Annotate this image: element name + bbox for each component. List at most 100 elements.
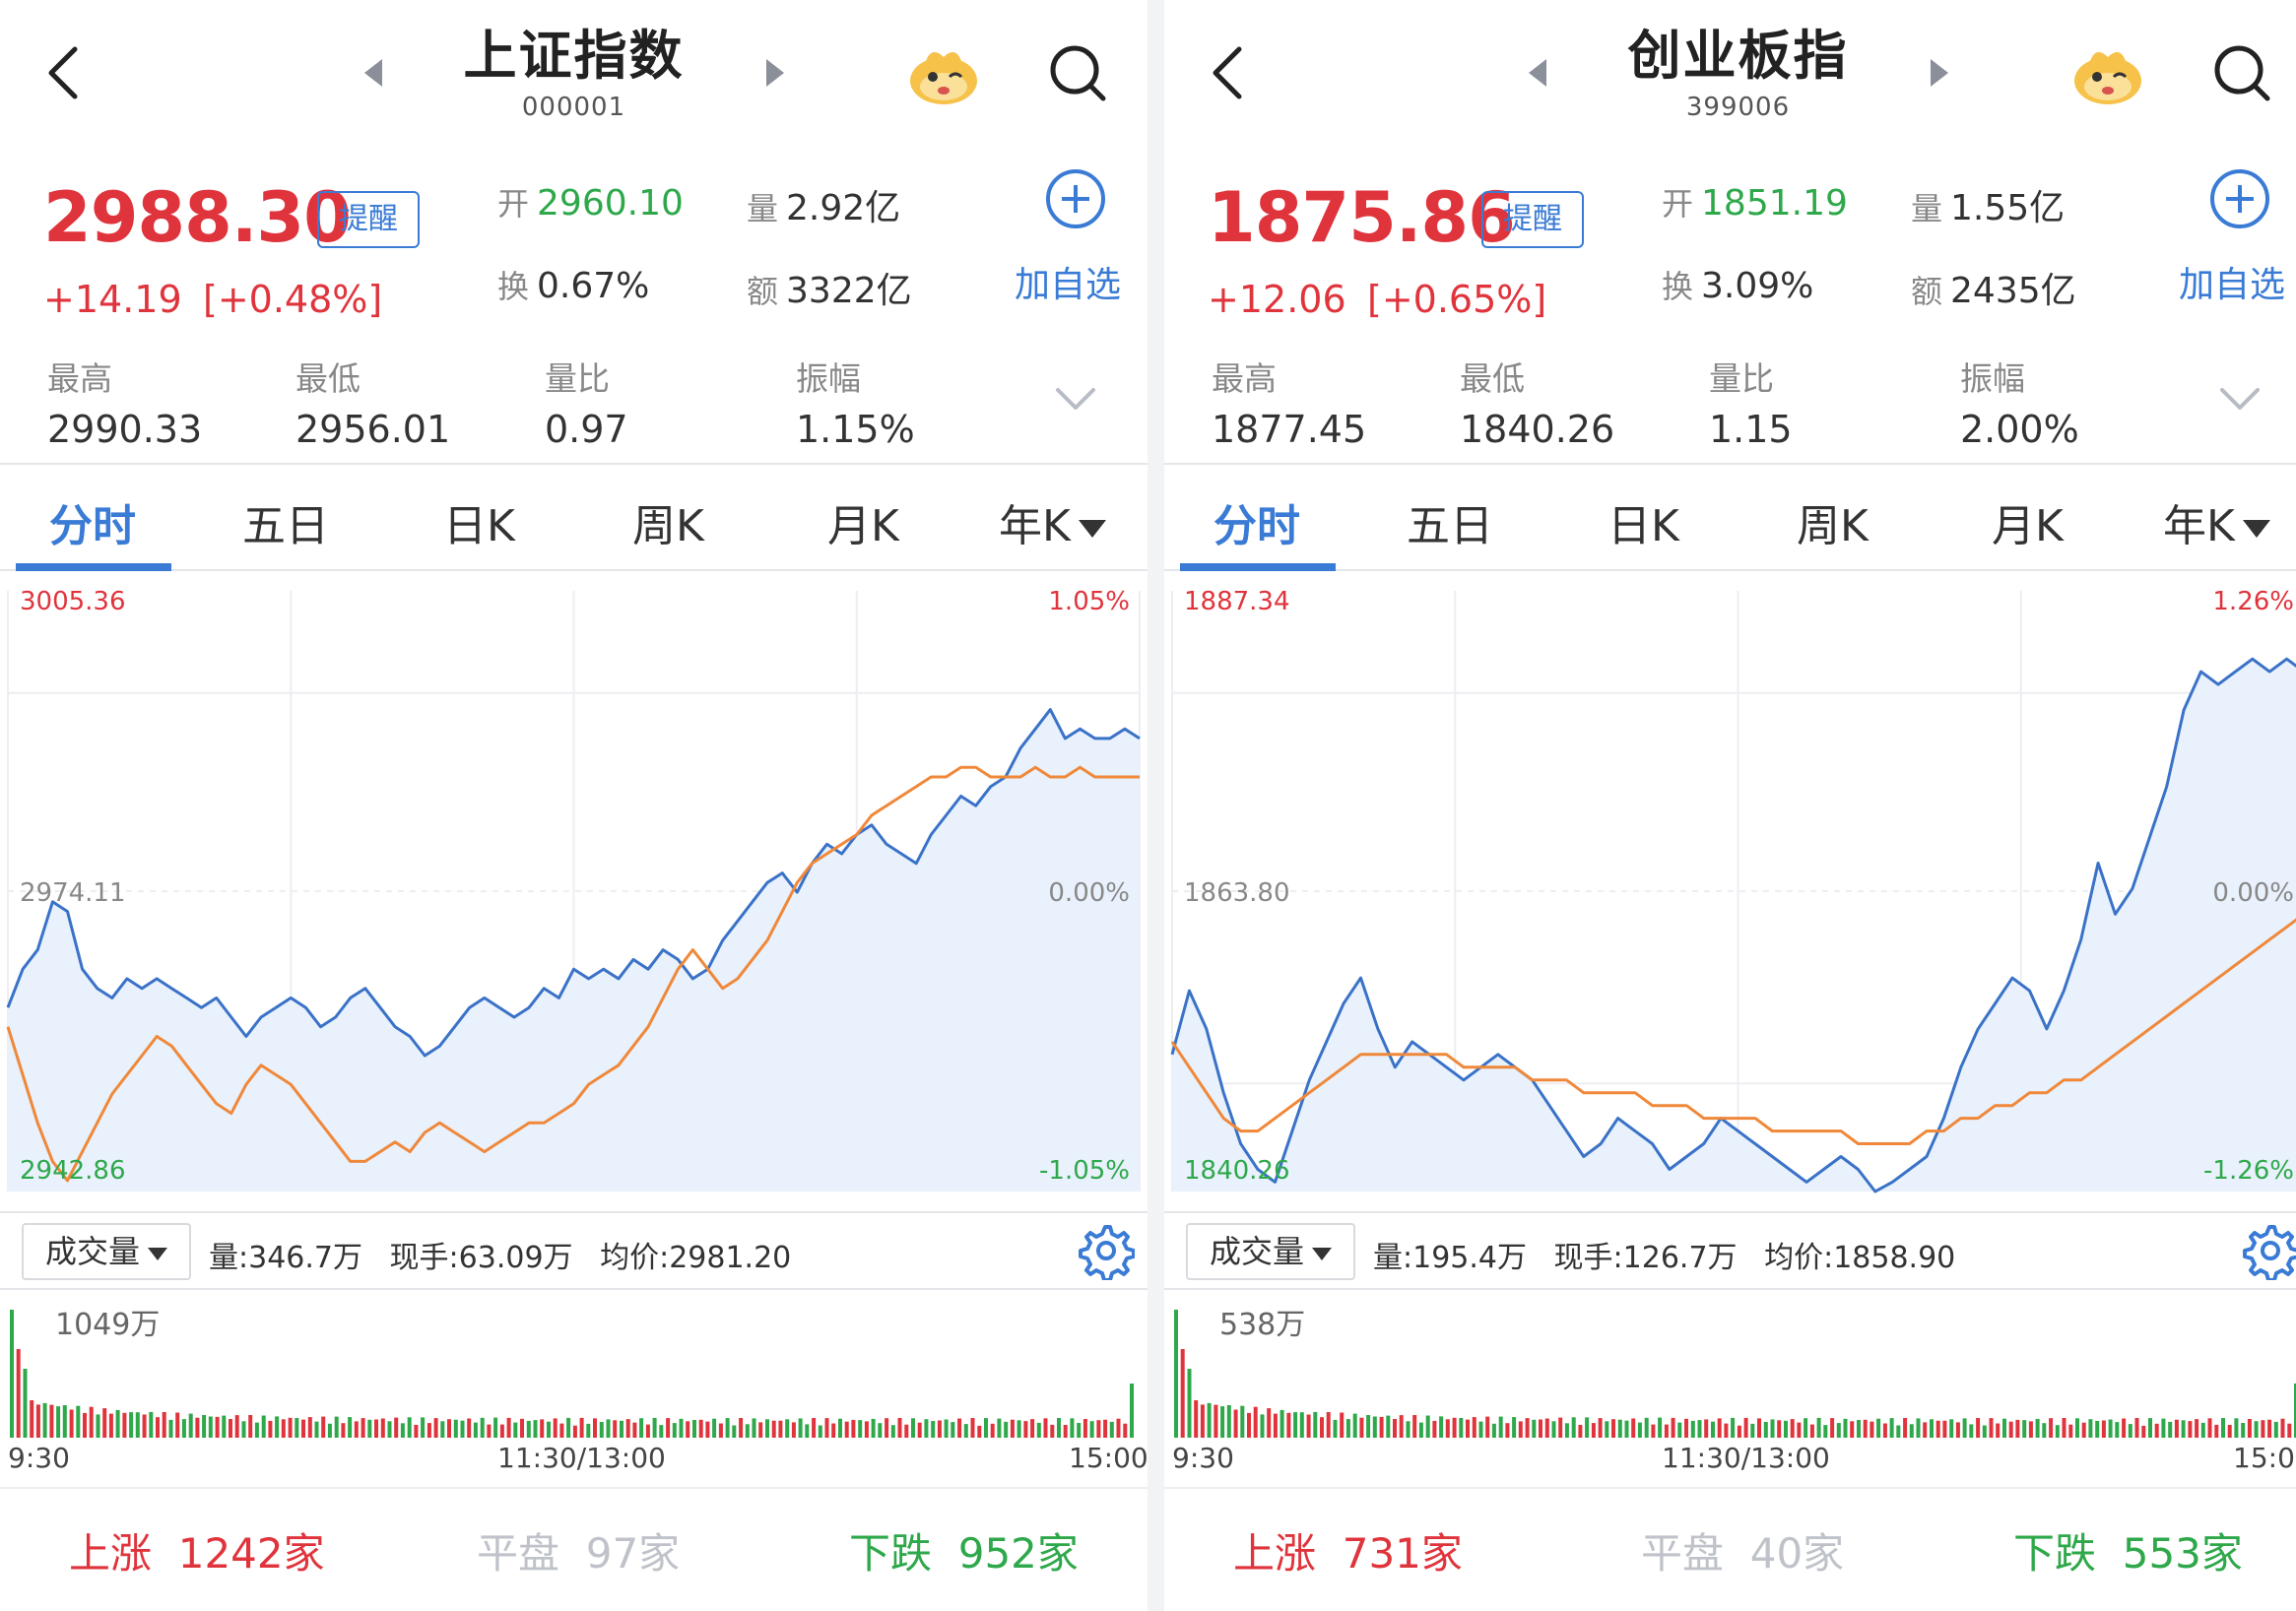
remind-button[interactable]: 提醒: [1481, 191, 1584, 248]
volume-bar: [2254, 1421, 2259, 1438]
volume-bar: [613, 1420, 618, 1438]
volume-bar: [1830, 1418, 1835, 1438]
tab-yearly-k[interactable]: 年K: [999, 490, 1106, 553]
add-watchlist-button[interactable]: 加自选: [2179, 265, 2286, 305]
volume-bar: [1664, 1424, 1669, 1438]
amount-label: 额: [1911, 273, 1943, 310]
add-watchlist-button[interactable]: 加自选: [1015, 265, 1122, 305]
next-index-arrow-icon[interactable]: [766, 59, 784, 87]
unchanged-count: 40家: [1749, 1529, 1845, 1578]
volume-bar: [652, 1417, 657, 1438]
tab-five-day[interactable]: 五日: [1407, 501, 1493, 551]
volume-bar: [712, 1418, 717, 1438]
next-index-arrow-icon[interactable]: [1931, 59, 1948, 87]
index-panel-shanghai: 上证指数 000001 2988.30 提醒 +14.19 [+0.48%] 开…: [0, 25, 1148, 1580]
volume-bar: [645, 1424, 650, 1438]
mascot-icon[interactable]: [2068, 39, 2147, 108]
volume-bar: [1551, 1421, 1556, 1438]
volume-bar: [963, 1424, 968, 1438]
y-top-label: 1887.34: [1184, 587, 1290, 616]
tab-weekly-k[interactable]: 周K: [1797, 501, 1869, 551]
search-icon[interactable]: [2210, 41, 2273, 104]
volume-bar: [513, 1422, 518, 1438]
y-top-label: 3005.36: [20, 587, 126, 616]
volume-bar: [168, 1419, 173, 1438]
ratio-value: 1.15: [1709, 408, 1793, 451]
caret-down-icon: [2242, 520, 2270, 538]
volume-bar: [553, 1418, 558, 1438]
tab-yearly-k-label: 年K: [999, 501, 1071, 551]
volume-bar: [1711, 1421, 1715, 1438]
volume-bar: [944, 1419, 949, 1438]
add-watchlist-icon[interactable]: [1044, 167, 1107, 230]
chevron-down-icon[interactable]: [2218, 384, 2262, 414]
volume-bar: [2273, 1421, 2278, 1438]
prev-index-arrow-icon[interactable]: [364, 59, 382, 87]
volume-max-label: 1049万: [55, 1308, 161, 1342]
volume-bar: [2221, 1418, 2225, 1438]
volume-bar: [1731, 1417, 1736, 1438]
tab-monthly-k[interactable]: 月K: [827, 501, 899, 551]
volume-bar: [2055, 1425, 2060, 1438]
intraday-chart[interactable]: 3005.36 2974.11 2942.86 1.05% 0.00% -1.0…: [0, 571, 1148, 1211]
back-icon[interactable]: [1208, 43, 1247, 102]
turnover-stat: 换 3.09%: [1662, 262, 1813, 307]
mascot-icon[interactable]: [904, 39, 983, 108]
volume-bar: [2247, 1419, 2252, 1438]
turnover-stat: 换 0.67%: [497, 262, 649, 307]
tab-daily-k[interactable]: 日K: [1607, 501, 1679, 551]
gear-icon[interactable]: [1076, 1221, 1135, 1280]
volume-bar: [1017, 1420, 1021, 1438]
intraday-chart-svg: [6, 591, 1141, 1192]
volume-bar: [1253, 1406, 1258, 1438]
volume-bar: [1863, 1419, 1868, 1438]
price-line: [6, 708, 1141, 1058]
volume-chart[interactable]: 1049万 9:30 11:30/13:00 15:00: [0, 1290, 1148, 1487]
low-label: 最低: [1460, 359, 1525, 398]
ratio-label: 量比: [1709, 359, 1774, 398]
volume-bar: [1425, 1415, 1430, 1438]
volume-bar: [1220, 1406, 1225, 1438]
remind-button[interactable]: 提醒: [317, 191, 420, 248]
volume-bar: [42, 1402, 47, 1438]
tab-intraday[interactable]: 分时: [1214, 501, 1300, 551]
volume-bar: [858, 1420, 863, 1438]
volume-stat: 量 1.55亿: [1911, 179, 2065, 230]
search-icon[interactable]: [1046, 41, 1109, 104]
volume-bar: [785, 1419, 790, 1438]
indicator-select[interactable]: 成交量: [22, 1223, 191, 1280]
volume-bar: [473, 1422, 478, 1438]
gear-icon[interactable]: [2240, 1221, 2296, 1280]
add-watchlist-icon[interactable]: [2208, 167, 2271, 230]
tab-daily-k[interactable]: 日K: [443, 501, 515, 551]
volume-bar: [281, 1419, 286, 1438]
y-mid-label: 1863.80: [1184, 878, 1290, 908]
tab-weekly-k[interactable]: 周K: [632, 501, 704, 551]
tab-yearly-k[interactable]: 年K: [2163, 490, 2270, 553]
intraday-chart[interactable]: 1887.34 1863.80 1840.26 1.26% 0.00% -1.2…: [1164, 571, 2296, 1211]
prev-index-arrow-icon[interactable]: [1529, 59, 1546, 87]
volume-chart[interactable]: 538万 9:30 11:30/13:00 15:00: [1164, 1290, 2296, 1487]
turnover-value: 3.09%: [1701, 266, 1814, 306]
volume-bar: [572, 1425, 577, 1438]
tab-intraday[interactable]: 分时: [49, 501, 136, 551]
indicator-select[interactable]: 成交量: [1186, 1223, 1355, 1280]
advancers: 上涨 1242家: [69, 1520, 325, 1580]
volume-bar: [1882, 1423, 1887, 1438]
y-bottom-label: 2942.86: [20, 1156, 126, 1186]
volume-bar: [374, 1419, 378, 1438]
volume-bar: [2128, 1424, 2132, 1438]
tab-five-day[interactable]: 五日: [242, 501, 329, 551]
volume-bar: [1857, 1420, 1861, 1438]
volume-bar: [2200, 1422, 2205, 1438]
volume-bar: [1030, 1419, 1035, 1438]
tab-monthly-k[interactable]: 月K: [1992, 501, 2064, 551]
volume-bar: [686, 1421, 690, 1438]
back-icon[interactable]: [43, 43, 83, 102]
volume-bar: [426, 1423, 431, 1438]
volume-bar: [1386, 1415, 1391, 1438]
turnover-value: 0.67%: [537, 266, 650, 306]
volume-bar: [672, 1423, 677, 1438]
chevron-down-icon[interactable]: [1054, 384, 1097, 414]
volume-bar: [778, 1420, 783, 1438]
